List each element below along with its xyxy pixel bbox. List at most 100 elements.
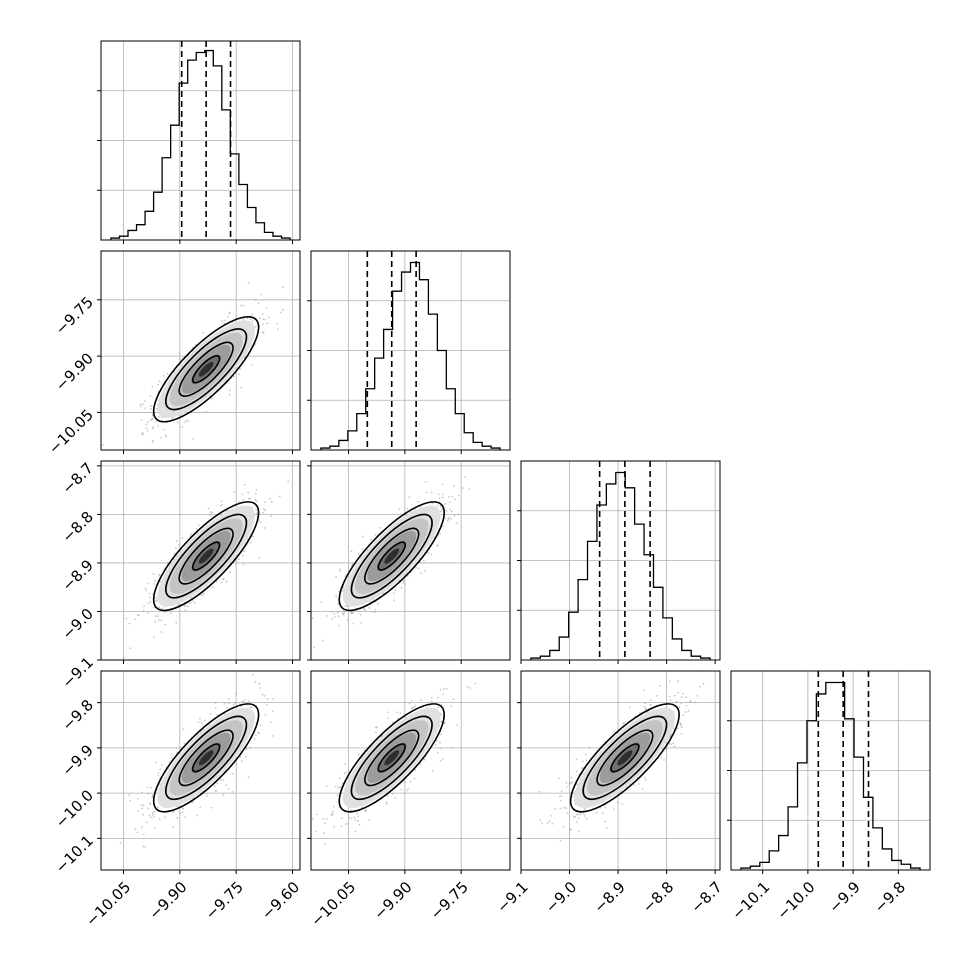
sample-point (145, 427, 148, 430)
sample-point (339, 568, 341, 571)
sample-point (162, 374, 165, 377)
sample-point (215, 789, 218, 792)
sample-point (238, 373, 240, 376)
sample-point (449, 501, 452, 503)
sample-point (242, 554, 244, 557)
sample-point (229, 571, 232, 574)
sample-point (441, 508, 444, 511)
sample-point (214, 707, 217, 709)
sample-point (142, 609, 145, 612)
sample-point (410, 707, 413, 710)
sample-point (344, 771, 347, 774)
sample-point (157, 772, 160, 774)
sample-point (335, 575, 338, 578)
sample-point (222, 779, 225, 782)
sample-point (151, 812, 154, 814)
sample-point (331, 617, 334, 620)
sample-point (202, 592, 205, 595)
sample-point (346, 605, 349, 608)
sample-point (220, 504, 222, 507)
sample-point (249, 747, 252, 749)
sample-point (151, 794, 154, 797)
sample-point (204, 719, 206, 722)
sample-point (435, 743, 437, 746)
sample-point (154, 579, 156, 582)
sample-point (368, 607, 371, 609)
sample-point (240, 760, 243, 763)
sample-point (147, 792, 150, 795)
sample-point (322, 817, 325, 820)
sample-point (368, 819, 371, 821)
sample-point (445, 509, 448, 512)
sample-point (158, 574, 161, 577)
sample-point (189, 602, 192, 604)
sample-point (270, 515, 273, 518)
sample-point (612, 808, 615, 811)
sample-point (147, 612, 149, 614)
sample-point (393, 599, 395, 602)
sample-point (210, 511, 213, 513)
sample-point (396, 711, 399, 714)
sample-point (176, 805, 179, 808)
sample-point (356, 812, 358, 815)
panel-frame (100, 460, 301, 661)
sample-point (374, 731, 377, 734)
sample-point (650, 699, 653, 702)
sample-point (142, 833, 145, 836)
sample-point (313, 646, 316, 649)
sample-point (213, 785, 216, 788)
sample-point (333, 825, 336, 828)
sample-point (164, 610, 166, 613)
sample-point (139, 403, 142, 406)
sample-point (406, 508, 409, 510)
sample-point (212, 586, 215, 589)
sample-point (680, 702, 683, 705)
sample-point (407, 787, 410, 790)
sample-point (453, 498, 456, 501)
sample-point (174, 547, 177, 550)
sample-point (152, 606, 155, 609)
sample-point (363, 749, 366, 752)
sample-point (444, 721, 446, 724)
sample-point (142, 433, 145, 436)
sample-point (158, 619, 160, 621)
sample-point (223, 702, 226, 705)
sample-point (344, 605, 347, 607)
sample-point (142, 845, 144, 848)
sample-point (342, 613, 345, 616)
sample-point (684, 711, 687, 713)
sample-point (164, 816, 166, 819)
sample-point (209, 712, 212, 715)
sample-point (172, 826, 175, 828)
sample-point (379, 526, 382, 529)
sample-point (330, 813, 333, 816)
sample-point (248, 700, 250, 703)
sample-point (125, 617, 127, 620)
sample-point (376, 726, 378, 728)
sample-point (424, 480, 427, 483)
sample-point (252, 535, 255, 538)
sample-point (181, 807, 184, 809)
sample-point (361, 535, 364, 538)
sample-point (137, 810, 139, 813)
sample-point (450, 518, 453, 520)
sample-point (128, 794, 131, 796)
sample-point (258, 317, 261, 320)
sample-point (262, 332, 265, 335)
sample-point (437, 493, 440, 496)
sample-point (311, 617, 314, 620)
sample-point (268, 316, 270, 319)
sample-point (342, 609, 345, 612)
sample-point (150, 816, 152, 819)
sample-point (399, 712, 402, 715)
sample-point (266, 698, 269, 700)
sample-point (134, 618, 137, 621)
sample-point (254, 499, 257, 501)
contour-line (350, 513, 433, 599)
sample-point (410, 699, 413, 702)
sample-point (364, 609, 367, 612)
sample-point (183, 742, 186, 744)
sample-point (370, 538, 373, 541)
sample-point (669, 699, 672, 702)
sample-point (595, 811, 598, 814)
